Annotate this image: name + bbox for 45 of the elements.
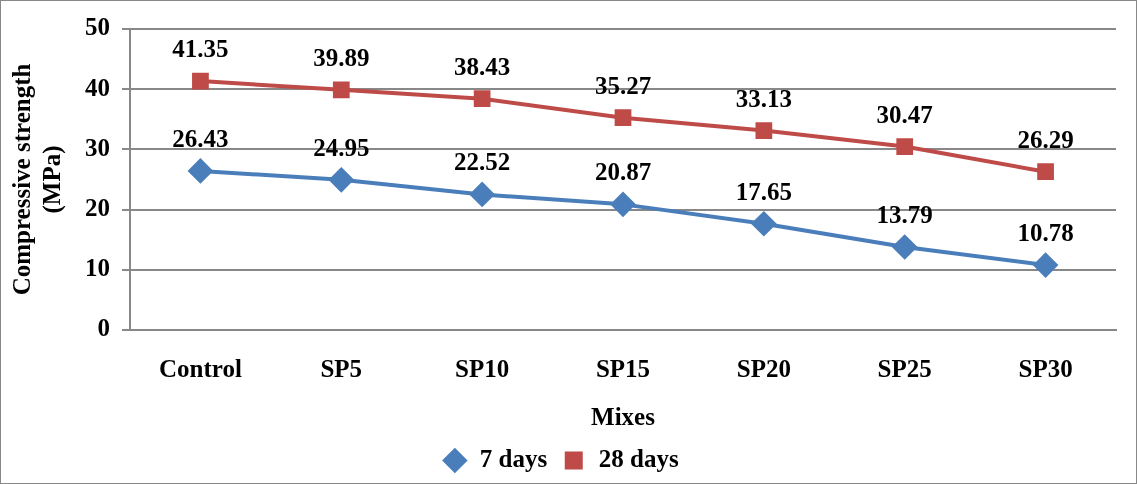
point: [332, 81, 350, 99]
data-label: 26.43: [172, 124, 229, 152]
y-axis-title: Compressive strength (MPa): [8, 63, 67, 296]
y-tick-label: 50: [85, 13, 110, 41]
point: [192, 72, 209, 90]
x-tick-label: SP20: [736, 355, 791, 383]
y-tick-label: 0: [97, 314, 110, 342]
data-label: 30.47: [876, 100, 933, 128]
legend-label: 28 days: [598, 444, 679, 472]
legend-label: 7 days: [479, 444, 548, 472]
x-tick-label: SP25: [877, 355, 932, 383]
point: [188, 158, 213, 183]
data-label: 10.78: [1017, 219, 1074, 247]
x-tick-label: SP10: [455, 355, 510, 383]
data-label: 38.43: [454, 52, 511, 80]
point: [1037, 163, 1054, 181]
point: [329, 167, 354, 192]
data-label: 20.87: [594, 158, 652, 186]
data-label: 33.13: [735, 84, 792, 112]
data-label: 26.29: [1017, 125, 1074, 153]
point: [1033, 253, 1058, 278]
point: [751, 211, 776, 236]
data-label: 17.65: [735, 177, 792, 205]
y-tick-label: 20: [85, 194, 110, 222]
point: [611, 192, 635, 217]
data-label: 13.79: [876, 200, 933, 228]
point: [470, 182, 495, 207]
x-axis-title: Mixes: [591, 403, 656, 431]
x-tick-label: Control: [158, 355, 242, 383]
data-label: 22.52: [454, 148, 511, 176]
x-tick-label: SP5: [320, 355, 363, 383]
point: [892, 234, 917, 259]
data-label: 35.27: [594, 71, 652, 99]
x-tick-label: SP15: [595, 355, 651, 383]
point: [614, 109, 632, 127]
data-label: 41.35: [172, 35, 229, 63]
data-label: 39.89: [313, 43, 370, 71]
x-tick-label: SP30: [1018, 355, 1073, 383]
data-label: 24.95: [313, 133, 370, 161]
y-tick-label: 40: [85, 73, 110, 101]
point: [896, 138, 914, 155]
y-tick-label: 30: [85, 133, 110, 161]
point: [473, 90, 491, 108]
point: [755, 122, 773, 139]
y-tick-label: 10: [85, 254, 110, 282]
